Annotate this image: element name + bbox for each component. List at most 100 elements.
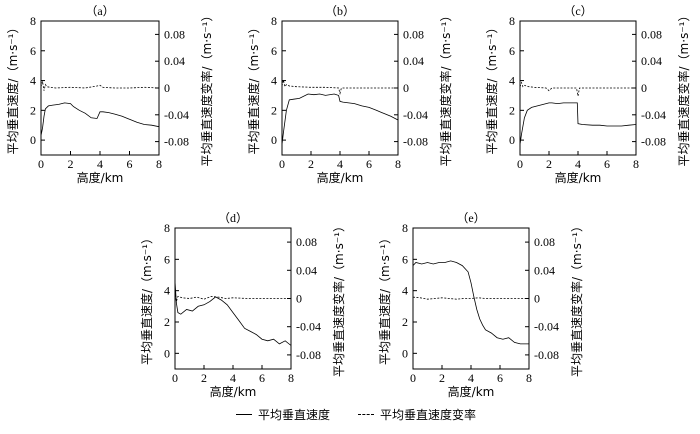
plot-frame	[281, 20, 399, 156]
panel-title: （d）	[218, 211, 248, 225]
y2-tick-label: -0.08	[296, 348, 321, 362]
y2-tick-label: 0.08	[164, 27, 185, 41]
x-tick-label: 2	[439, 371, 445, 385]
series-line-rate	[412, 296, 529, 300]
series-line-rate	[519, 81, 636, 97]
x-tick-label: 8	[633, 157, 639, 171]
y2-tick-label: -0.08	[534, 348, 559, 362]
x-tick-label: 4	[230, 371, 236, 385]
series-line-speed	[519, 102, 637, 145]
y2-tick-label: -0.04	[164, 108, 189, 122]
panel-title: （e）	[456, 211, 485, 225]
y2-tick-label: -0.08	[403, 135, 428, 149]
y-tick-label: 8	[402, 221, 408, 235]
panel-d: 0 2 4 6 802468-0.08-0.0400.040.08（d）高度/km平均垂…	[139, 211, 346, 399]
series-line-speed	[281, 93, 399, 145]
y-tick-label: 6	[30, 44, 36, 58]
y2-axis-label: 平均垂直速度变率/（m·s⁻¹）	[676, 10, 691, 167]
x-tick-label: 0	[279, 157, 285, 171]
x-axis-label: 高度/km	[448, 384, 495, 399]
y-tick-label: 0	[164, 346, 170, 360]
y2-tick-label: 0.04	[641, 54, 662, 68]
y-tick-label: 6	[402, 252, 408, 266]
y2-tick-label: 0	[296, 292, 302, 306]
y-tick-label: 4	[509, 74, 515, 88]
x-tick-label: 2	[546, 157, 552, 171]
y-tick-label: 4	[402, 284, 408, 298]
x-tick-label: 2	[201, 371, 207, 385]
x-tick-label: 2	[68, 157, 74, 171]
y2-tick-label: 0	[534, 292, 540, 306]
x-tick-label: 6	[604, 157, 610, 171]
panel-title: （b）	[325, 4, 355, 18]
y2-tick-label: 0	[641, 81, 647, 95]
panel-e: 0 2 4 6 802468-0.08-0.0400.040.08（e）高度/km平均垂…	[377, 211, 584, 399]
y-tick-label: 0	[271, 133, 277, 147]
y-tick-label: 8	[30, 14, 36, 28]
x-tick-label: 4	[575, 157, 581, 171]
x-axis-label: 高度/km	[555, 170, 602, 185]
x-tick-label: 6	[366, 157, 372, 171]
y-tick-label: 0	[402, 346, 408, 360]
y-tick-label: 8	[509, 14, 515, 28]
legend-solid-line-icon	[236, 413, 252, 415]
x-tick-label: 8	[395, 157, 401, 171]
x-axis-label: 高度/km	[77, 170, 124, 185]
y2-tick-label: 0.04	[403, 54, 424, 68]
y-tick-label: 4	[271, 74, 277, 88]
panel-b: 0 2 4 6 802468-0.08-0.0400.040.08（b）高度/km平均垂…	[246, 4, 453, 185]
figure-canvas: 0 2 4 6 802468-0.08-0.0400.040.08（a）高度/km平均垂…	[5, 4, 691, 399]
y-tick-label: 8	[271, 14, 277, 28]
legend-solid-label: 平均垂直速度	[258, 407, 331, 422]
y-tick-label: 0	[30, 133, 36, 147]
y-axis-label: 平均垂直速度/（m·s⁻¹）	[139, 232, 154, 365]
y2-axis-label: 平均垂直速度变率/（m·s⁻¹）	[569, 220, 584, 377]
y-tick-label: 2	[271, 103, 277, 117]
y-axis-label: 平均垂直速度/（m·s⁻¹）	[5, 22, 20, 155]
y-axis-label: 平均垂直速度/（m·s⁻¹）	[246, 22, 261, 155]
x-tick-label: 6	[127, 157, 133, 171]
y2-tick-label: -0.08	[164, 135, 189, 149]
x-tick-label: 2	[308, 157, 314, 171]
x-tick-label: 6	[497, 371, 503, 385]
y2-tick-label: 0	[403, 81, 409, 95]
x-tick-label: 4	[468, 371, 474, 385]
series-line-speed	[412, 260, 529, 345]
y2-tick-label: 0	[164, 81, 170, 95]
series-line-speed	[174, 281, 292, 346]
x-tick-label: 0	[172, 371, 178, 385]
legend-item-dashed: 平均垂直速度变率	[358, 404, 476, 424]
y2-axis-label: 平均垂直速度变率/（m·s⁻¹）	[331, 220, 346, 377]
y-tick-label: 8	[164, 221, 170, 235]
y2-tick-label: -0.04	[403, 108, 428, 122]
y-axis-label: 平均垂直速度/（m·s⁻¹）	[377, 232, 392, 365]
y-tick-label: 2	[164, 315, 170, 329]
panel-c: 0 2 4 6 802468-0.08-0.0400.040.08（c）高度/km平均垂…	[484, 4, 691, 185]
x-tick-label: 6	[259, 371, 265, 385]
legend-dashed-label: 平均垂直速度变率	[380, 407, 477, 422]
y2-tick-label: 0.04	[296, 263, 317, 277]
y-tick-label: 4	[30, 74, 36, 88]
y-tick-label: 2	[509, 103, 515, 117]
y2-axis-label: 平均垂直速度变率/（m·s⁻¹）	[438, 10, 453, 167]
panel-a: 0 2 4 6 802468-0.08-0.0400.040.08（a）高度/km平均垂…	[5, 4, 214, 185]
series-line-rate	[40, 81, 160, 91]
x-axis-label: 高度/km	[210, 384, 257, 399]
x-tick-label: 0	[38, 157, 44, 171]
x-tick-label: 0	[410, 371, 416, 385]
series-line-rate	[281, 79, 398, 95]
y-tick-label: 2	[30, 103, 36, 117]
y2-tick-label: -0.04	[534, 320, 559, 334]
y2-axis-label: 平均垂直速度变率/（m·s⁻¹）	[199, 10, 214, 167]
y2-tick-label: 0.08	[403, 27, 424, 41]
panel-title: （a）	[85, 4, 114, 18]
y-tick-label: 6	[164, 252, 170, 266]
x-tick-label: 8	[526, 371, 532, 385]
y-tick-label: 6	[509, 44, 515, 58]
series-line-speed	[40, 102, 160, 136]
y2-tick-label: -0.04	[296, 320, 321, 334]
y-tick-label: 6	[271, 44, 277, 58]
y2-tick-label: 0.08	[641, 27, 662, 41]
panel-title: （c）	[563, 4, 592, 18]
x-tick-label: 0	[517, 157, 523, 171]
